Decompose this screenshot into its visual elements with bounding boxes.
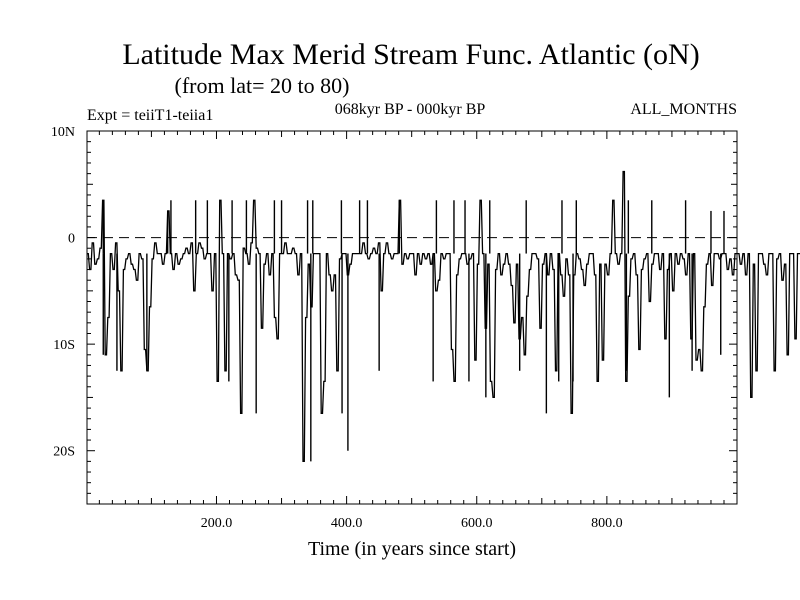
y-tick-label: 10N bbox=[51, 125, 75, 140]
plot-frame bbox=[86, 130, 738, 505]
y-tick-label: 20S bbox=[53, 445, 75, 460]
months-label: ALL_MONTHS bbox=[630, 101, 737, 118]
series-line bbox=[87, 170, 800, 463]
chart-subtitle: (from lat= 20 to 80) bbox=[175, 73, 350, 98]
experiment-label: Expt = teiiT1-teiia1 bbox=[87, 107, 213, 124]
series-group bbox=[87, 170, 800, 463]
x-tick-label: 400.0 bbox=[331, 516, 363, 531]
x-tick-label: 800.0 bbox=[591, 516, 623, 531]
y-tick-label: 10S bbox=[53, 338, 75, 353]
y-tick-label: 0 bbox=[68, 232, 75, 247]
x-tick-label: 200.0 bbox=[201, 516, 233, 531]
period-label: 068kyr BP - 000kyr BP bbox=[335, 101, 486, 118]
chart-title: Latitude Max Merid Stream Func. Atlantic… bbox=[122, 38, 699, 71]
y-axis: 10N 0 10S 20S bbox=[51, 125, 737, 505]
x-axis: 200.0 400.0 600.0 800.0 bbox=[98, 131, 725, 531]
x-axis-label: Time (in years since start) bbox=[308, 538, 516, 560]
x-tick-label: 600.0 bbox=[461, 516, 493, 531]
